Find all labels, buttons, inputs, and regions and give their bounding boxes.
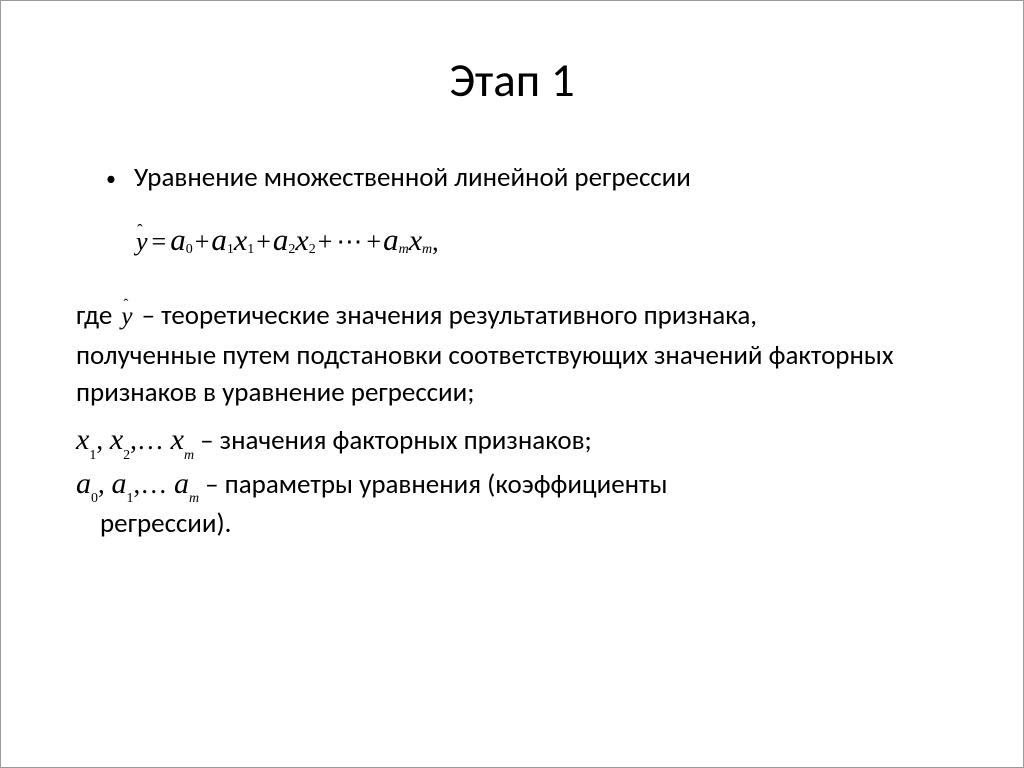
a-definition: a0, a1,… am – параметры уравнения (коэфф… <box>76 467 948 504</box>
var-xm: x <box>409 224 422 258</box>
where-text-1: – теоретические значения результативного… <box>142 299 757 332</box>
where-clause: где ˆ y – теоретические значения результ… <box>76 298 948 334</box>
slide-title: Этап 1 <box>76 51 948 109</box>
coef-am: a <box>383 222 399 258</box>
yhat-symbol: ˆ y <box>136 227 148 257</box>
regression-equation: ˆ y = a0 + a1 x1 + a2 x2 + ⋯ + am xm, <box>76 222 948 258</box>
where-text-2: полученные путем подстановки соответству… <box>76 338 948 411</box>
yhat-inline: ˆ y <box>121 300 132 334</box>
slide-content: Этап 1 • Уравнение множественной линейно… <box>1 1 1023 767</box>
a-text-2: регрессии). <box>76 506 948 542</box>
bullet-item: • Уравнение множественной линейной регре… <box>76 161 948 194</box>
x-definition: x1, x2,… xm – значения факторных признак… <box>76 423 948 460</box>
var-x1: x <box>234 224 247 258</box>
ellipsis: ⋯ <box>336 227 362 257</box>
x-list: x1, x2,… xm <box>76 423 194 460</box>
coef-a0: a <box>170 222 186 258</box>
coef-a2: a <box>273 222 289 258</box>
x-text: – значения факторных признаков; <box>200 424 592 457</box>
bullet-marker: • <box>106 167 116 191</box>
bullet-text: Уравнение множественной линейной регресс… <box>134 161 691 194</box>
coef-a1: a <box>211 222 227 258</box>
where-label: где <box>76 299 112 332</box>
equals-sign: = <box>152 227 167 257</box>
a-text: – параметры уравнения (коэффициенты <box>205 468 667 501</box>
a-list: a0, a1,… am <box>76 467 199 504</box>
var-x2: x <box>295 224 308 258</box>
